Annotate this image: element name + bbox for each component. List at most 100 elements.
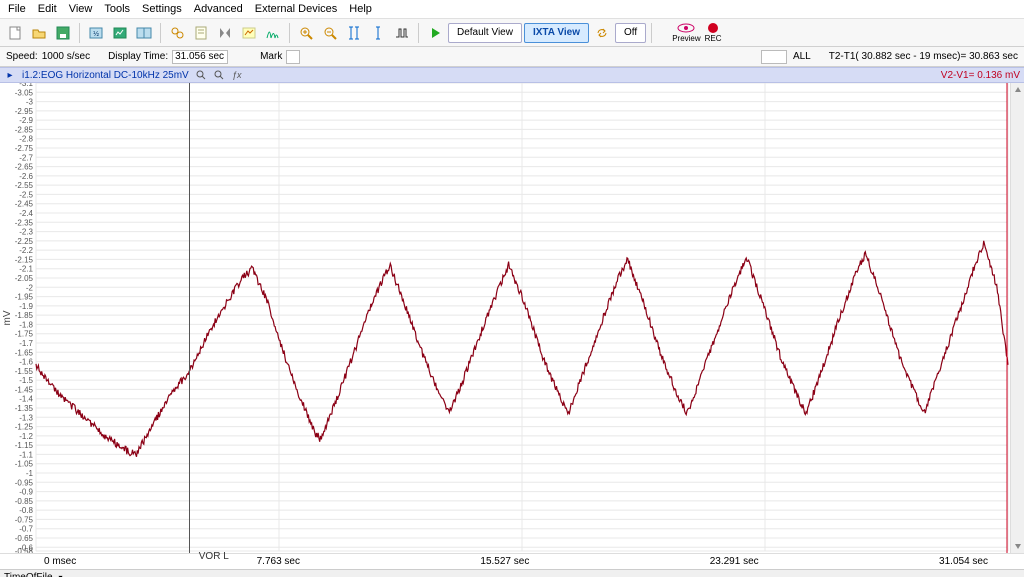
svg-text:-3.05: -3.05: [15, 88, 34, 97]
svg-text:-1.25: -1.25: [15, 423, 34, 432]
svg-text:-2.25: -2.25: [15, 237, 34, 246]
save-icon[interactable]: [52, 22, 74, 44]
speed-field: Speed: 1000 s/sec: [6, 51, 90, 62]
svg-text:½: ½: [93, 30, 99, 38]
menu-settings[interactable]: Settings: [142, 3, 182, 15]
xtick-3: 23.291 sec: [710, 556, 759, 567]
svg-text:-2.65: -2.65: [15, 163, 34, 172]
menu-file[interactable]: File: [8, 3, 26, 15]
preview-label: Preview: [672, 34, 700, 43]
svg-text:-1.15: -1.15: [15, 441, 34, 450]
svg-text:-2: -2: [26, 283, 34, 292]
xtick-4: 31.054 sec: [939, 556, 988, 567]
scroll-up-icon[interactable]: [1013, 85, 1023, 95]
menu-view[interactable]: View: [69, 3, 93, 15]
double-display-icon[interactable]: [133, 22, 155, 44]
record-button[interactable]: REC: [704, 20, 723, 46]
menu-help[interactable]: Help: [349, 3, 372, 15]
menu-external-devices[interactable]: External Devices: [255, 3, 338, 15]
svg-text:-1.6: -1.6: [19, 358, 33, 367]
menu-edit[interactable]: Edit: [38, 3, 57, 15]
svg-text:-1.3: -1.3: [19, 413, 33, 422]
zoom-out-icon[interactable]: [319, 22, 341, 44]
svg-text:-0.85: -0.85: [15, 497, 34, 506]
menu-tools[interactable]: Tools: [104, 3, 130, 15]
svg-text:-0.9: -0.9: [19, 488, 33, 497]
svg-text:-1.8: -1.8: [19, 320, 33, 329]
svg-text:-0.7: -0.7: [19, 525, 33, 534]
svg-text:-2.05: -2.05: [15, 274, 34, 283]
half-display-icon[interactable]: ½: [85, 22, 107, 44]
svg-text:-1.5: -1.5: [19, 376, 33, 385]
plot-area[interactable]: -0.58-0.6-0.65-0.7-0.75-0.8-0.85-0.9-0.9…: [0, 83, 1024, 553]
svg-text:-1.65: -1.65: [15, 348, 34, 357]
marks-icon[interactable]: [214, 22, 236, 44]
y-axis-label: mV: [2, 311, 13, 326]
svg-text:-2.3: -2.3: [19, 228, 33, 237]
svg-text:-1.95: -1.95: [15, 293, 34, 302]
waveform-chart[interactable]: -0.58-0.6-0.65-0.7-0.75-0.8-0.85-0.9-0.9…: [0, 83, 1024, 553]
journal-icon[interactable]: [190, 22, 212, 44]
svg-text:-2.8: -2.8: [19, 135, 33, 144]
svg-text:-2.75: -2.75: [15, 144, 34, 153]
play-icon[interactable]: [424, 22, 446, 44]
xtick-2: 15.527 sec: [480, 556, 529, 567]
display-time-field: Display Time:: [108, 50, 228, 64]
open-file-icon[interactable]: [28, 22, 50, 44]
ixta-view-button[interactable]: IXTA View: [524, 23, 589, 43]
menu-bar: File Edit View Tools Settings Advanced E…: [0, 0, 1024, 19]
svg-text:-2.7: -2.7: [19, 153, 33, 162]
svg-text:-2.1: -2.1: [19, 265, 33, 274]
toolbar: ½ Default View IXTA View Off Preview REC: [0, 19, 1024, 47]
svg-text:-2.15: -2.15: [15, 255, 34, 264]
off-button[interactable]: Off: [615, 23, 646, 43]
status-row: Speed: 1000 s/sec Display Time: Mark ALL…: [0, 47, 1024, 67]
cursor-pair-icon[interactable]: [343, 22, 365, 44]
mark-input[interactable]: [286, 50, 300, 64]
xtick-0: 0 msec: [44, 556, 76, 567]
scroll-down-icon[interactable]: [1013, 541, 1023, 551]
svg-text:-3: -3: [26, 98, 34, 107]
zoom-pair-icon[interactable]: [166, 22, 188, 44]
preview-button[interactable]: Preview: [671, 20, 701, 46]
svg-text:-2.85: -2.85: [15, 125, 34, 134]
channel-fx-icon[interactable]: ƒx: [231, 69, 243, 81]
analysis-icon[interactable]: [238, 22, 260, 44]
svg-text:-0.8: -0.8: [19, 506, 33, 515]
speed-label: Speed:: [6, 51, 38, 62]
timeoffile-label[interactable]: TimeOfFile: [4, 572, 53, 577]
timeoffile-dropdown-icon[interactable]: ▾: [59, 573, 63, 577]
xtick-1: 7.763 sec: [257, 556, 300, 567]
display-time-input[interactable]: [172, 50, 228, 64]
marker-label: VOR L: [199, 551, 229, 562]
channel-label[interactable]: i1.2:EOG Horizontal DC-10kHz 25mV: [22, 70, 189, 81]
zoom-in-icon[interactable]: [295, 22, 317, 44]
new-file-icon[interactable]: [4, 22, 26, 44]
bottom-bar: TimeOfFile ▾: [0, 569, 1024, 577]
svg-text:-2.6: -2.6: [19, 172, 33, 181]
channel-expand-icon[interactable]: ▸: [4, 69, 16, 81]
all-label: ALL: [793, 51, 811, 62]
svg-text:-3.1: -3.1: [19, 83, 33, 88]
t2t1-readout: T2-T1( 30.882 sec - 19 msec)= 30.863 sec: [829, 51, 1018, 62]
svg-text:-2.5: -2.5: [19, 190, 33, 199]
svg-text:-2.45: -2.45: [15, 200, 34, 209]
mark-dropdown[interactable]: [761, 50, 787, 64]
time-cursor[interactable]: [189, 83, 190, 553]
svg-text:-1.85: -1.85: [15, 311, 34, 320]
autoscale-icon[interactable]: [109, 22, 131, 44]
menu-advanced[interactable]: Advanced: [194, 3, 243, 15]
fft-icon[interactable]: [262, 22, 284, 44]
default-view-button[interactable]: Default View: [448, 23, 522, 43]
channel-zoom-out-icon[interactable]: [213, 69, 225, 81]
vertical-scrollbar[interactable]: [1010, 83, 1024, 553]
sync-icon[interactable]: [591, 22, 613, 44]
cursor-single-icon[interactable]: [367, 22, 389, 44]
channel-zoom-in-icon[interactable]: [195, 69, 207, 81]
svg-text:-1.05: -1.05: [15, 460, 34, 469]
stim-icon[interactable]: [391, 22, 413, 44]
svg-text:-1.55: -1.55: [15, 367, 34, 376]
svg-text:-0.6: -0.6: [19, 543, 33, 552]
rec-label: REC: [705, 34, 722, 43]
svg-text:-1.7: -1.7: [19, 339, 33, 348]
